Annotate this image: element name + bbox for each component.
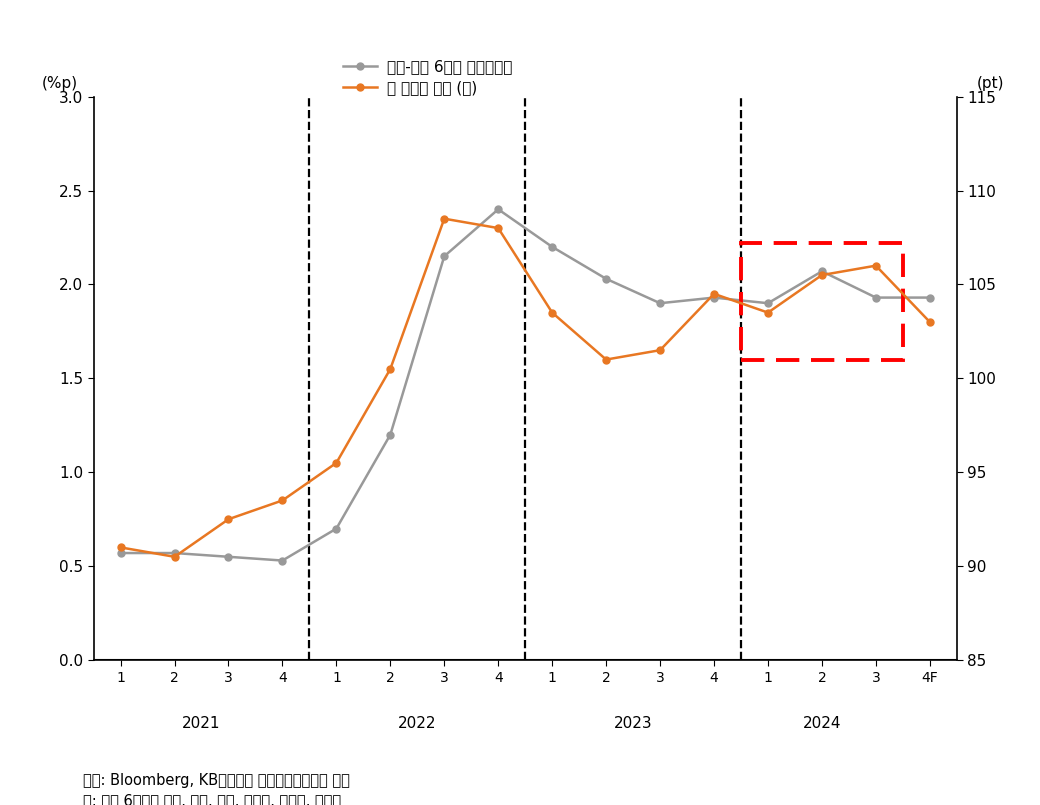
Text: 2023: 2023 — [614, 716, 652, 732]
Text: 주: 주요 6개국은 유로, 일본, 영국, 캐나다, 스웨덴, 스위스: 주: 주요 6개국은 유로, 일본, 영국, 캐나다, 스웨덴, 스위스 — [83, 793, 341, 805]
Text: (pt): (pt) — [977, 76, 1005, 91]
Text: (%p): (%p) — [42, 76, 78, 91]
Text: 자료: Bloomberg, KB국민은행 자본시장사업그룹 추정: 자료: Bloomberg, KB국민은행 자본시장사업그룹 추정 — [83, 773, 350, 788]
Text: 2021: 2021 — [182, 716, 220, 732]
Bar — [740, 243, 903, 360]
Legend: 미국-주요 6개국 정책금리차, 미 달러화 지수 (우): 미국-주요 6개국 정책금리차, 미 달러화 지수 (우) — [343, 59, 513, 95]
Text: 2024: 2024 — [803, 716, 841, 732]
Text: 2022: 2022 — [398, 716, 437, 732]
